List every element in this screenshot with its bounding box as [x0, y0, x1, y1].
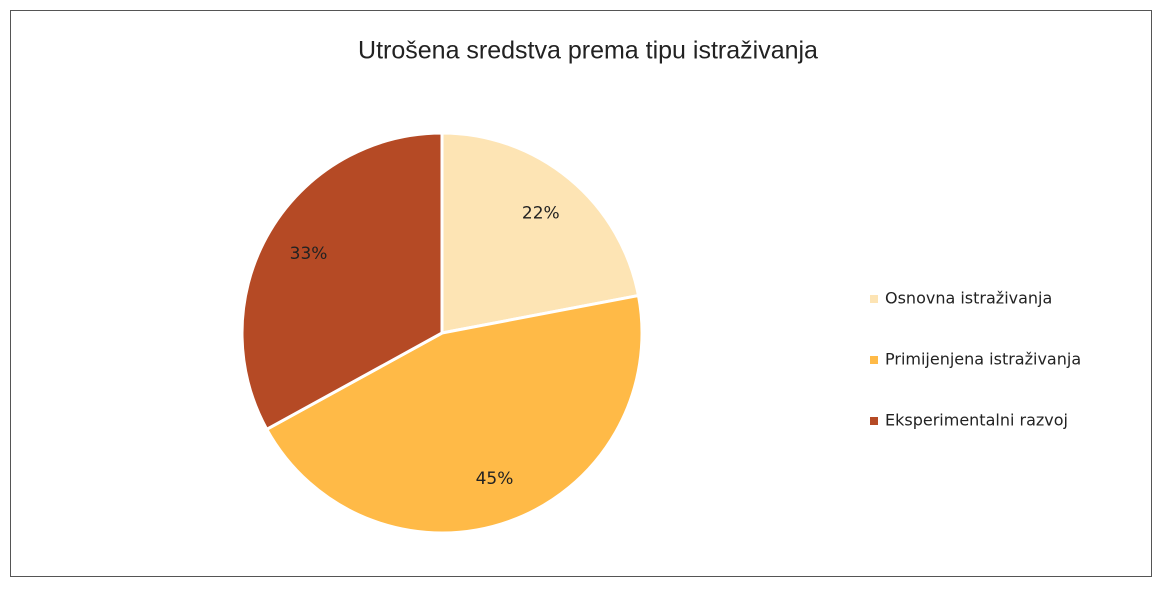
legend-swatch	[870, 295, 878, 303]
pie-slice	[440, 131, 641, 335]
chart-title: Utrošena sredstva prema tipu istraživanj…	[358, 37, 818, 65]
data-label: 45%	[476, 469, 514, 489]
pie-slice	[264, 293, 644, 535]
data-label: 22%	[522, 204, 560, 224]
legend-swatch	[870, 356, 878, 364]
legend-label: Eksperimentalni razvoj	[885, 411, 1068, 430]
legend-swatch	[870, 417, 878, 425]
legend-label: Osnovna istraživanja	[885, 289, 1052, 308]
data-label: 33%	[290, 244, 328, 264]
pie-slice	[240, 131, 444, 432]
legend-label: Primijenjena istraživanja	[885, 350, 1081, 369]
